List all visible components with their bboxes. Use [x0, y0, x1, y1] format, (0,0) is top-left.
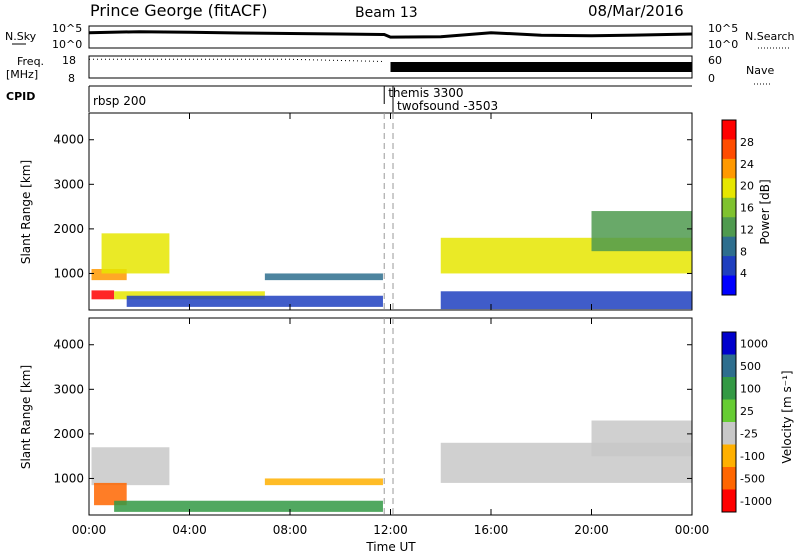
power-colorbar-label: Power [dB] [758, 179, 772, 244]
nsky-series [88, 30, 693, 39]
power-echo-band [264, 273, 383, 281]
velocity-colorbar-tick: 25 [740, 405, 754, 418]
power-colorbar-tick: 20 [740, 180, 754, 193]
power-colorbar-frame [721, 119, 737, 296]
velocity-colorbar-tick: -25 [740, 427, 758, 440]
power-echo-band [440, 291, 692, 310]
freq-tick-bottom: 8 [68, 72, 75, 85]
time-xtick-label: 12:00 [373, 523, 408, 537]
power-ytick-label: 2000 [53, 222, 84, 236]
power-colorbar-tick: 28 [740, 136, 754, 149]
time-xtick-label: 00:00 [72, 523, 107, 537]
nave-tick-top: 60 [708, 54, 722, 67]
power-colorbar-segment [722, 158, 736, 179]
velocity-frame [88, 317, 693, 516]
power-echo-band [101, 233, 170, 274]
power-echo-band [91, 268, 127, 281]
power-colorbar-segment [722, 217, 736, 238]
cpid-entry-name: rbsp 200 [93, 94, 146, 108]
nsearch-tick-top: 10^5 [708, 22, 738, 35]
nsky-label: N.Sky [5, 30, 37, 43]
power-echo-band [126, 295, 383, 307]
time-xtick-label: 16:00 [474, 523, 509, 537]
power-ytick-label: 4000 [53, 133, 84, 147]
nave-label: Nave [746, 64, 774, 77]
nsearch-tick-bottom: 10^0 [708, 38, 738, 51]
velocity-echo-band [91, 447, 170, 486]
date-label: 08/Mar/2016 [588, 2, 684, 20]
freq-tick-top: 18 [62, 54, 76, 67]
velocity-colorbar-tick: 1000 [740, 337, 768, 350]
time-xtick-label: 04:00 [172, 523, 207, 537]
velocity-colorbar-tick: 100 [740, 382, 761, 395]
nsky-frame [88, 25, 693, 49]
velocity-colorbar-segment [722, 467, 736, 490]
velocity-ytick-label: 4000 [53, 338, 84, 352]
freq-series [89, 58, 692, 72]
velocity-colorbar-frame [721, 331, 737, 513]
nsky-tick-bottom: 10^0 [52, 38, 82, 51]
velocity-colorbar-segment [722, 332, 736, 355]
nsearch-label: N.Search [745, 30, 795, 43]
velocity-ytick-label: 2000 [53, 427, 84, 441]
power-echo-band [114, 291, 265, 300]
power-ytick-label: 3000 [53, 177, 84, 191]
cpid-entry-name: twofsound -3503 [397, 99, 498, 113]
nsky-tick-top: 10^5 [52, 22, 82, 35]
power-colorbar-segment [722, 139, 736, 160]
velocity-ytick-label: 1000 [53, 471, 84, 485]
velocity-colorbar-tick: 500 [740, 360, 761, 373]
power-colorbar-segment [722, 236, 736, 257]
freq-unit-label: [MHz] [6, 68, 38, 81]
time-xtick-label: 20:00 [574, 523, 609, 537]
velocity-colorbar-segment [722, 422, 736, 445]
velocity-colorbar-segment [722, 444, 736, 468]
power-colorbar-tick: 24 [740, 158, 754, 171]
velocity-colorbar-segment [722, 489, 736, 513]
nave-tick-bottom: 0 [708, 72, 715, 85]
velocity-echo-band [114, 500, 383, 512]
power-colorbar-segment [722, 197, 736, 218]
velocity-ytick-label: 3000 [53, 382, 84, 396]
cpid-entry-name: themis 3300 [388, 86, 463, 100]
velocity-echo-band [591, 420, 692, 457]
velocity-panel: 1000 2000 3000 4000 Slant Range [km] 1000 50… [19, 113, 794, 554]
velocity-echo-band [264, 478, 383, 486]
velocity-colorbar-segment [722, 399, 736, 423]
nsky-panel: N.Sky 10^5 10^0 10^5 10^0 N.Search [5, 22, 795, 51]
velocity-colorbar-segment [722, 354, 736, 378]
time-xtick-label: 00:00 [675, 523, 710, 537]
power-colorbar-tick: 16 [740, 202, 754, 215]
station-title: Prince George (fitACF) [90, 1, 268, 20]
power-colorbar-segment [722, 275, 736, 296]
velocity-colorbar-segment [722, 377, 736, 400]
freq-panel: Freq. [MHz] 18 8 60 0 Nave [6, 54, 774, 85]
time-xtick-label: 08:00 [273, 523, 308, 537]
velocity-colorbar-tick: -1000 [740, 495, 772, 508]
cpid-label: CPID [6, 90, 35, 103]
freq-label: Freq. [17, 55, 44, 68]
power-ylabel: Slant Range [km] [19, 160, 33, 264]
beam-label: Beam 13 [355, 5, 418, 21]
power-echo-band [91, 290, 115, 300]
velocity-ylabel: Slant Range [km] [19, 365, 33, 469]
power-colorbar-segment [722, 120, 736, 140]
time-xlabel: Time UT [365, 540, 416, 554]
power-echo-band [591, 211, 692, 252]
power-colorbar-segment [722, 256, 736, 277]
power-colorbar-segment [722, 178, 736, 199]
velocity-echo-band [94, 482, 127, 506]
power-colorbar-tick: 8 [740, 245, 747, 258]
velocity-colorbar-tick: -500 [740, 472, 765, 485]
power-panel: 1000 2000 3000 4000 Slant Range [km] 4 8 12 16… [19, 112, 772, 311]
power-ytick-label: 1000 [53, 266, 84, 280]
freq-series-0 [89, 58, 385, 62]
power-colorbar-tick: 12 [740, 223, 754, 236]
power-colorbar-tick: 4 [740, 267, 747, 280]
velocity-colorbar-tick: -100 [740, 450, 765, 463]
velocity-colorbar-label: Velocity [m s⁻¹] [780, 370, 794, 463]
